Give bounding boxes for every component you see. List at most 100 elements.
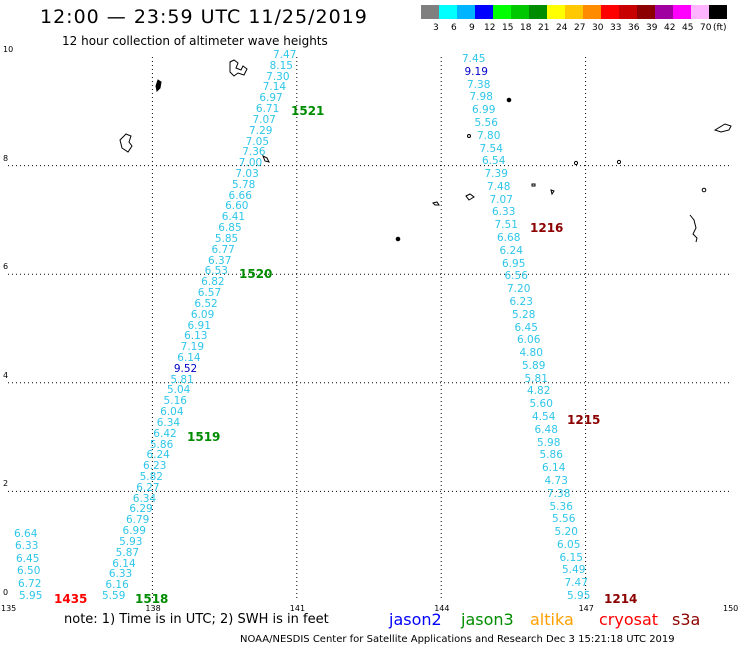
swh-value-east: 6.56 <box>504 270 528 283</box>
swh-value-left: 6.50 <box>17 565 41 578</box>
legend-swatch <box>583 5 601 19</box>
legend-swatch <box>439 5 457 19</box>
swh-value-west: 7.36 <box>242 146 266 159</box>
swh-value-east: 7.38 <box>547 487 571 500</box>
legend-swatch <box>493 5 511 19</box>
legend-swatch <box>511 5 529 19</box>
swh-value-left: 5.95 <box>19 590 43 602</box>
swh-value-west: 6.24 <box>146 449 170 462</box>
legend-swatch <box>709 5 727 19</box>
y-tick-label: 4 <box>3 370 9 380</box>
swh-value-west: 6.27 <box>136 481 160 494</box>
legend-label: 24 <box>556 23 568 33</box>
legend-label: 9 <box>469 23 475 33</box>
swh-value-east: 4.82 <box>527 385 551 398</box>
island-outline <box>155 79 162 93</box>
pass-label: 1215 <box>567 413 601 427</box>
x-tick-label: 150 <box>723 604 739 613</box>
swh-value-east: 6.14 <box>542 462 566 475</box>
satellite-name: jason2 <box>389 610 442 629</box>
legend-swatch <box>457 5 475 19</box>
swh-value-east: 7.80 <box>477 129 501 142</box>
swh-value-west: 6.71 <box>255 103 280 116</box>
island-outline <box>432 201 440 206</box>
legend-label: 45 <box>682 23 694 33</box>
swh-value-east: 7.39 <box>484 168 508 181</box>
y-tick-label: 0 <box>3 588 9 597</box>
swh-value-east: 7.48 <box>487 180 511 193</box>
pass-label: 1518 <box>135 592 169 606</box>
island-outline <box>689 214 698 243</box>
y-tick-label: 6 <box>3 262 9 272</box>
swh-value-west: 6.42 <box>153 427 177 440</box>
swh-value-west: 7.07 <box>252 113 276 126</box>
swh-value-west: 6.29 <box>129 503 153 516</box>
island-outline <box>119 133 133 153</box>
x-tick-label: 138 <box>145 604 161 613</box>
pass-label: 1519 <box>187 430 221 444</box>
swh-value-west: 7.29 <box>249 124 273 137</box>
pass-label: 1216 <box>530 221 564 235</box>
x-tick-label: 147 <box>578 604 594 613</box>
swh-value-west: 6.14 <box>177 351 201 364</box>
swh-value-east: 7.45 <box>462 53 486 65</box>
legend-label: 30 <box>592 23 604 33</box>
swh-value-east: 6.15 <box>559 551 583 564</box>
legend-swatch <box>655 5 673 19</box>
swh-value-east: 6.54 <box>482 155 506 168</box>
swh-value-east: 5.20 <box>554 526 578 539</box>
swh-value-east: 4.73 <box>544 474 568 487</box>
swh-value-east: 6.06 <box>517 334 541 347</box>
pass-label: 1214 <box>604 592 638 606</box>
page-title: 12:00 — 23:59 UTC 11/25/2019 <box>40 6 368 28</box>
swh-value-west: 6.57 <box>197 287 222 300</box>
satellite-name: cryosat <box>599 610 659 629</box>
swh-value-east: 4.54 <box>532 411 556 423</box>
swh-value-east: 5.49 <box>562 564 586 577</box>
island-outline <box>713 123 732 133</box>
swh-value-left: 6.64 <box>14 528 38 540</box>
legend-swatch <box>565 5 583 19</box>
legend-swatch <box>421 5 439 19</box>
legend-label: 39 <box>646 23 658 33</box>
swh-value-east: 5.86 <box>539 449 563 462</box>
legend-swatch <box>619 5 637 19</box>
island-dot <box>573 160 579 166</box>
swh-value-west: 6.14 <box>112 557 136 570</box>
swh-value-left: 6.33 <box>15 540 39 553</box>
swh-value-west: 6.77 <box>211 243 235 256</box>
swh-value-west: 5.93 <box>119 535 143 548</box>
island-dot <box>701 187 707 193</box>
swh-value-east: 6.24 <box>499 244 523 257</box>
legend-swatch <box>475 5 493 19</box>
island-dot <box>395 236 401 242</box>
pass-label: 1435 <box>54 592 88 606</box>
swh-value-east: 7.51 <box>494 219 518 232</box>
swh-value-west: 5.04 <box>166 384 191 397</box>
swh-value-east: 6.48 <box>534 423 558 436</box>
swh-value-west: 7.30 <box>266 70 290 83</box>
legend-label: 27 <box>574 23 586 33</box>
swh-value-east: 7.38 <box>467 78 491 91</box>
y-tick-label: 8 <box>3 153 9 163</box>
swh-value-west: 6.41 <box>221 211 246 224</box>
swh-value-west: 6.13 <box>184 330 208 343</box>
island-outlines <box>119 59 732 243</box>
swh-value-west: 6.60 <box>225 200 249 213</box>
swh-value-east: 5.60 <box>529 398 553 411</box>
swh-value-west: 5.81 <box>170 373 194 386</box>
island-outline <box>465 193 475 201</box>
swh-value-east: 7.54 <box>479 142 503 155</box>
swh-value-west: 6.66 <box>228 189 252 202</box>
swh-value-west: 5.87 <box>115 546 140 559</box>
x-tick-label: 135 <box>1 604 17 613</box>
swh-value-east: 6.45 <box>514 321 538 334</box>
swh-value-west: 6.99 <box>122 525 146 538</box>
legend-label: 18 <box>520 23 532 33</box>
swh-value-left: 6.45 <box>16 552 40 565</box>
legend-label: 42 <box>664 23 676 33</box>
swh-value-east: 7.20 <box>507 283 531 296</box>
swh-value-east: 5.56 <box>474 116 498 129</box>
legend-label: 33 <box>610 23 622 33</box>
